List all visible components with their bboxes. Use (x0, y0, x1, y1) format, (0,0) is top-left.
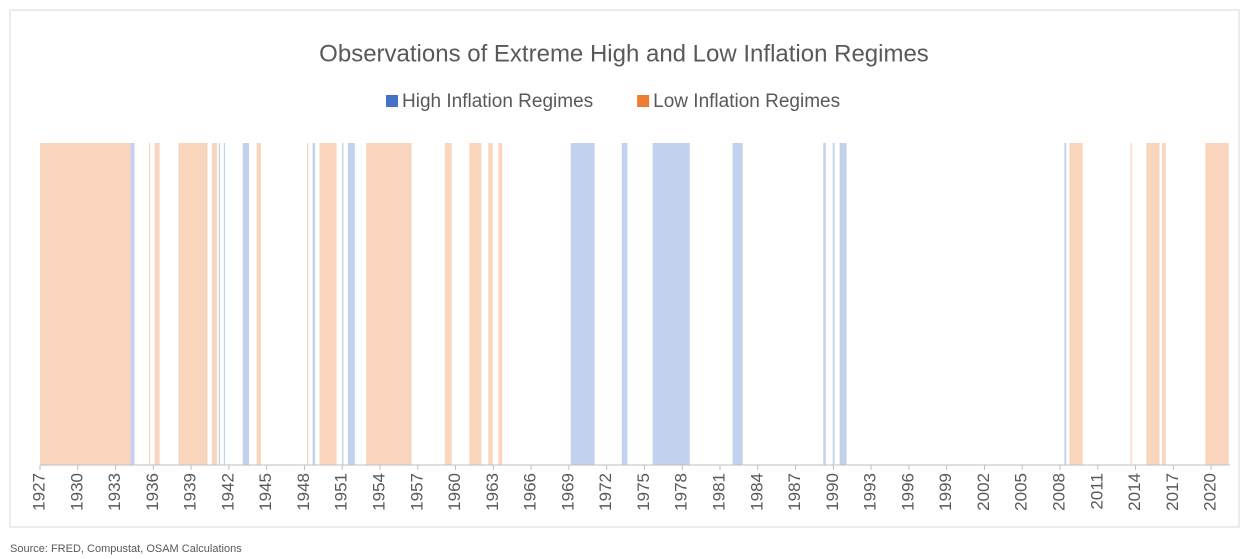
x-tick-label: 1990 (823, 473, 842, 511)
regime-span (444, 143, 452, 465)
x-tick-label: 1966 (521, 473, 540, 511)
regime-span (823, 143, 826, 465)
x-tick-label: 1972 (596, 473, 615, 511)
regime-span (256, 143, 261, 465)
x-tick-label: 1951 (332, 473, 351, 511)
regime-span (488, 143, 493, 465)
x-tick-label: 1960 (445, 473, 464, 511)
x-tick-label: 1975 (634, 473, 653, 511)
x-tick-label: 1993 (861, 473, 880, 511)
x-tick-label: 2008 (1049, 473, 1068, 511)
regime-span (312, 143, 316, 465)
legend-label: Low Inflation Regimes (653, 91, 840, 112)
chart-title: Observations of Extreme High and Low Inf… (319, 40, 929, 67)
regime-span (319, 143, 337, 465)
legend-swatch (637, 95, 650, 107)
regime-span (178, 143, 208, 465)
regime-span (1146, 143, 1160, 465)
x-tick-label: 1939 (181, 473, 200, 511)
x-tick-label: 1981 (709, 473, 728, 511)
x-tick-label: 1999 (936, 473, 955, 511)
x-tick-label: 2005 (1012, 473, 1031, 511)
x-tick-label: 2002 (974, 473, 993, 511)
x-tick-label: 1933 (105, 473, 124, 511)
regime-span (130, 143, 135, 465)
regime-span (621, 143, 628, 465)
x-tick-label: 1978 (672, 473, 691, 511)
x-tick-label: 1927 (29, 473, 48, 511)
x-tick-label: 1942 (218, 473, 237, 511)
regime-span (839, 143, 847, 465)
regime-span (148, 143, 151, 465)
regime-span (1064, 143, 1067, 465)
regime-span (570, 143, 595, 465)
regime-span (1205, 143, 1229, 465)
x-tick-label: 2014 (1125, 473, 1144, 511)
regime-span (40, 143, 131, 465)
regime-span (1162, 143, 1166, 465)
regime-span (1130, 143, 1132, 465)
regime-span (652, 143, 690, 465)
x-tick-label: 1963 (483, 473, 502, 511)
regime-span (154, 143, 160, 465)
x-tick-label: 1984 (747, 473, 766, 511)
x-tick-label: 1957 (407, 473, 426, 511)
x-tick-label: 2020 (1201, 473, 1220, 511)
regime-span (498, 143, 503, 465)
regime-span (732, 143, 743, 465)
regime-span (218, 143, 221, 465)
x-tick-label: 1996 (898, 473, 917, 511)
x-tick-label: 2017 (1163, 473, 1182, 511)
regime-span (242, 143, 250, 465)
legend-label: High Inflation Regimes (402, 91, 593, 112)
regime-span (306, 143, 309, 465)
legend-swatch (386, 95, 398, 107)
regime-span (347, 143, 355, 465)
regime-span (1069, 143, 1083, 465)
x-tick-label: 2011 (1087, 473, 1106, 510)
regime-span (832, 143, 835, 465)
regime-span (211, 143, 217, 465)
chart-frame (9, 9, 1240, 528)
x-tick-label: 1987 (785, 473, 804, 511)
x-tick-label: 1945 (256, 473, 275, 511)
x-tick-label: 1969 (558, 473, 577, 511)
x-tick-label: 1954 (369, 473, 388, 511)
x-tick-label: 1948 (294, 473, 313, 511)
regime-span (223, 143, 226, 465)
x-tick-label: 1936 (143, 473, 162, 511)
regime-span (366, 143, 412, 465)
x-tick-label: 1930 (67, 473, 86, 511)
regime-span (342, 143, 344, 465)
source-note: Source: FRED, Compustat, OSAM Calculatio… (10, 543, 242, 555)
regime-span (469, 143, 482, 465)
